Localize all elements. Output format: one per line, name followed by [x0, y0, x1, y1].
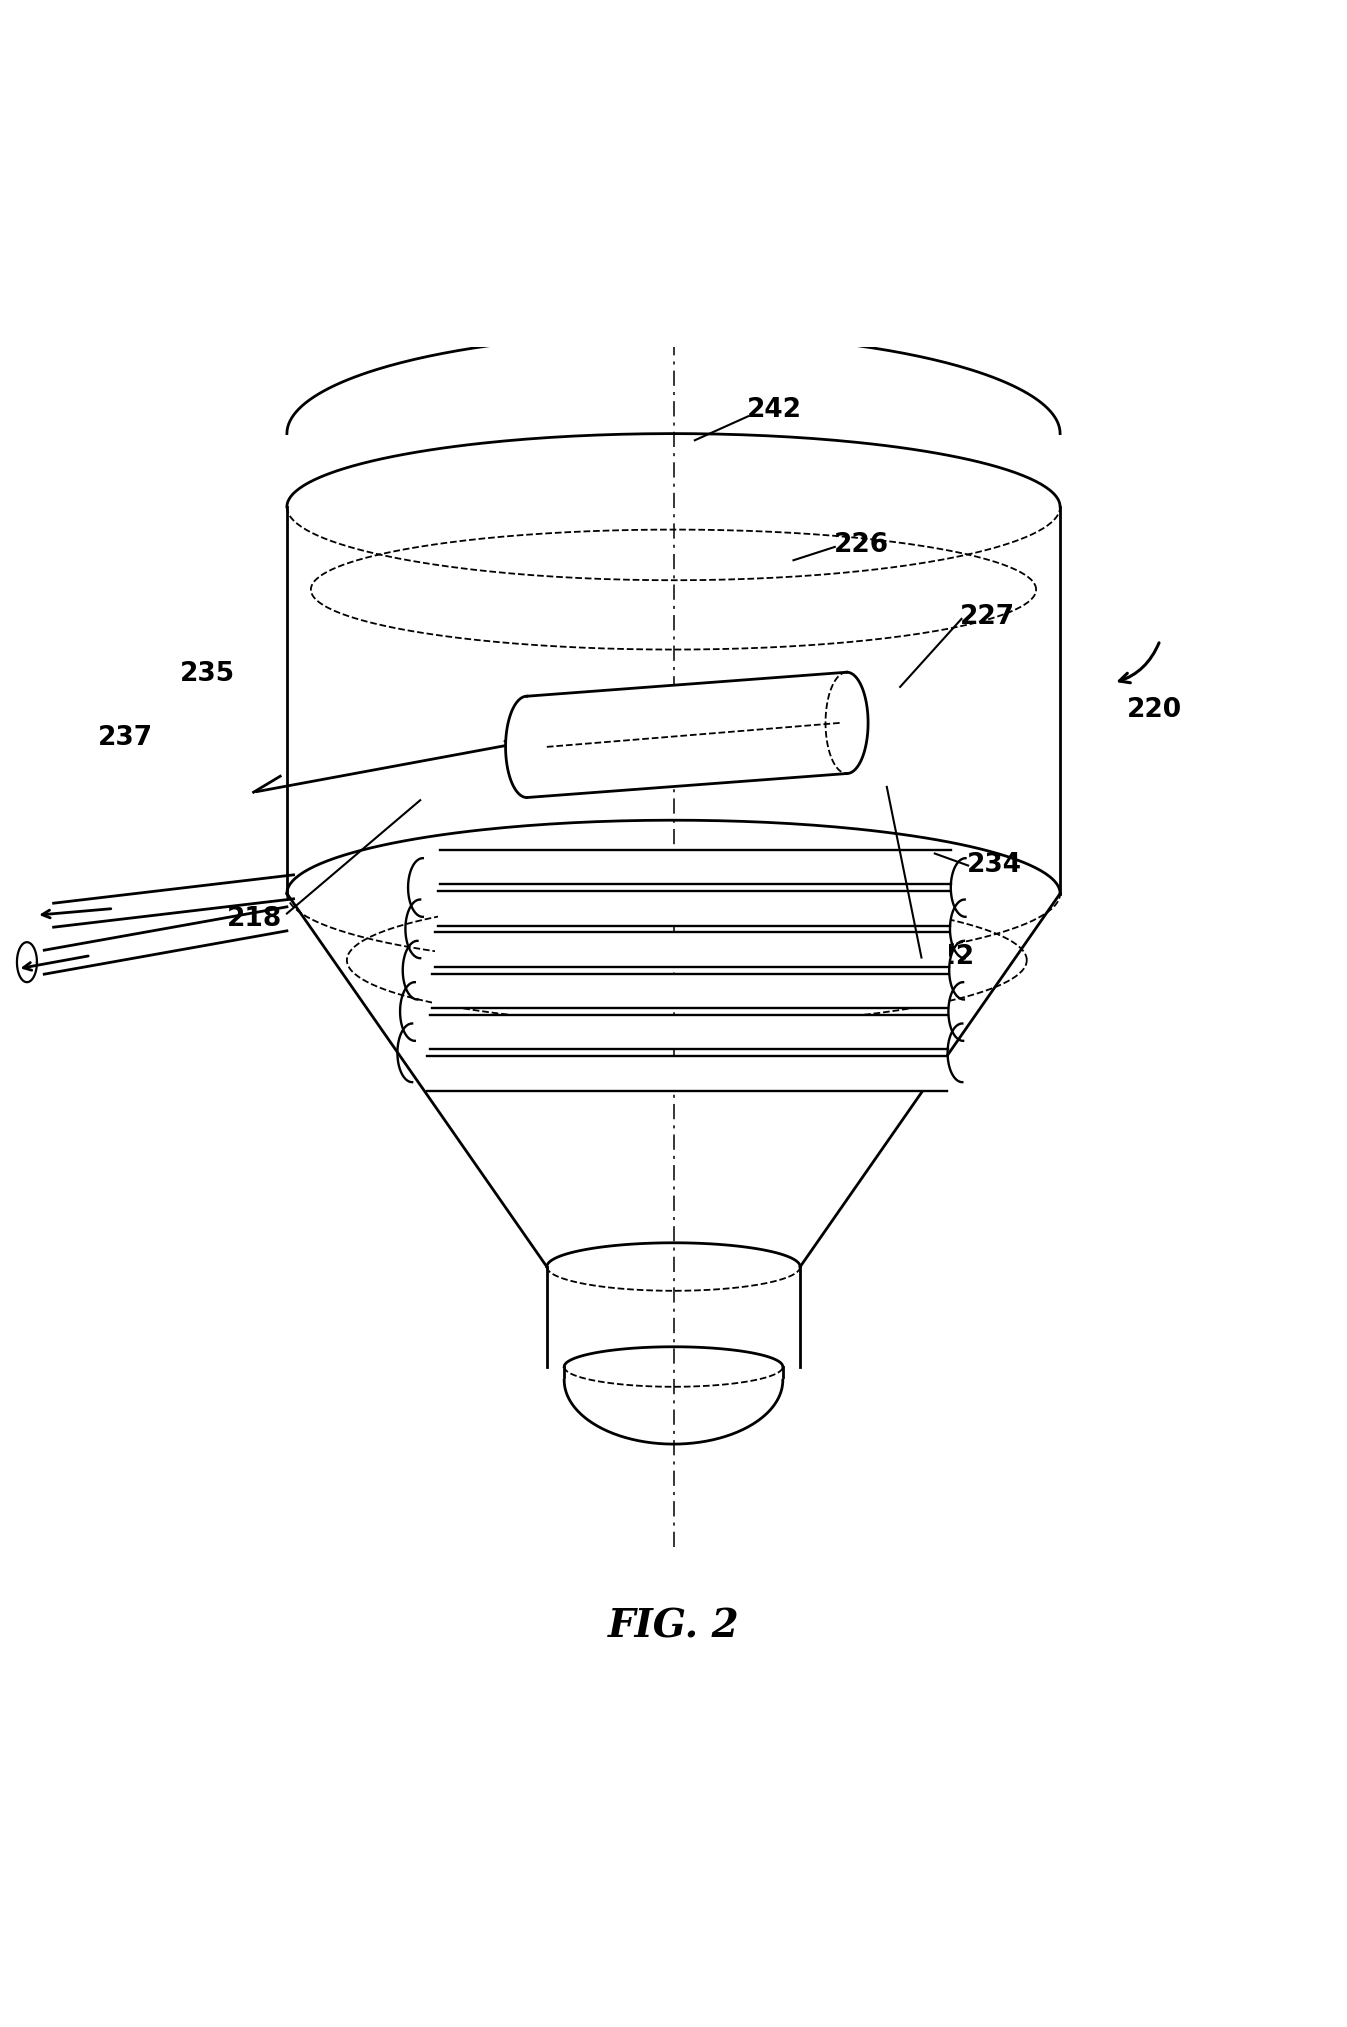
Polygon shape: [400, 983, 415, 1040]
Text: 227: 227: [960, 604, 1016, 630]
Polygon shape: [948, 983, 963, 1040]
Polygon shape: [527, 673, 847, 797]
Polygon shape: [397, 1024, 412, 1082]
Text: 220: 220: [1126, 697, 1181, 724]
Text: 234: 234: [967, 851, 1022, 878]
Polygon shape: [947, 1024, 962, 1082]
Polygon shape: [438, 890, 950, 926]
Polygon shape: [405, 900, 420, 959]
Text: FIG. 2: FIG. 2: [607, 1607, 740, 1646]
Text: 237: 237: [97, 726, 152, 750]
Text: 218: 218: [226, 906, 282, 932]
Polygon shape: [432, 973, 948, 1007]
Polygon shape: [950, 900, 964, 959]
Polygon shape: [440, 849, 951, 884]
Polygon shape: [430, 1016, 947, 1050]
Polygon shape: [427, 1056, 947, 1091]
Polygon shape: [408, 857, 423, 916]
Polygon shape: [950, 941, 964, 999]
Text: 235: 235: [180, 661, 236, 687]
Polygon shape: [435, 932, 950, 967]
Polygon shape: [951, 857, 966, 916]
Polygon shape: [403, 941, 418, 999]
Polygon shape: [505, 695, 527, 797]
Text: 226: 226: [834, 531, 889, 557]
Text: 222: 222: [920, 943, 975, 969]
Polygon shape: [847, 673, 867, 774]
Text: 242: 242: [746, 397, 801, 424]
FancyArrowPatch shape: [1119, 643, 1158, 683]
